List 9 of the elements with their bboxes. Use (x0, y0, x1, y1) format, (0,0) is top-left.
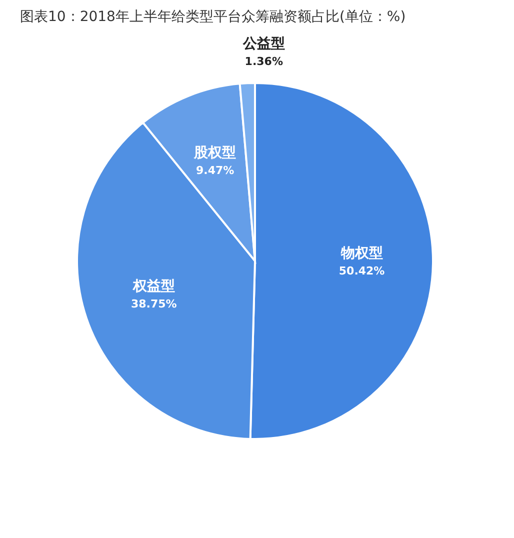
data-label: 50.42% (338, 264, 385, 278)
slice-label: 物权型 (340, 245, 383, 262)
data-label: 9.47% (196, 164, 234, 177)
chart-title: 图表10：2018年上半年给类型平台众筹融资额占比(单位：%) (20, 9, 406, 25)
slice-label: 股权型 (193, 144, 236, 161)
data-label: 1.36% (244, 55, 283, 68)
slice-label: 权益型 (132, 278, 175, 294)
data-label: 38.75% (130, 297, 177, 310)
slice-label: 公益型 (242, 36, 285, 52)
